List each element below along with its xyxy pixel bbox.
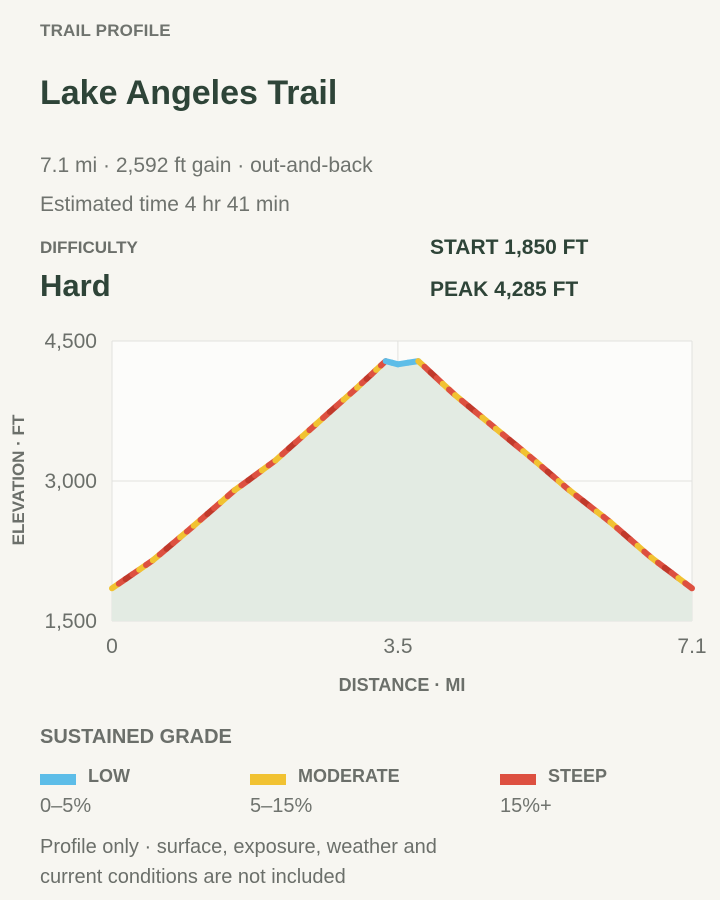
legend-range-moderate: 5–15%: [250, 795, 313, 817]
x-tick-label-1: 3.5: [383, 635, 412, 658]
legend-swatch-low: [40, 774, 76, 785]
y-tick-label-1: 3,000: [44, 470, 97, 493]
legend-item-moderate: MODERATE 5–15%: [250, 766, 470, 826]
profile-segment: [682, 580, 695, 592]
legend-swatch-steep: [500, 774, 536, 785]
y-tick-label-0: 1,500: [44, 610, 97, 633]
legend-range-steep: 15%+: [500, 795, 552, 817]
legend-title: SUSTAINED GRADE: [40, 726, 232, 748]
legend-swatch-moderate: [250, 774, 286, 785]
legend-range-low: 0–5%: [40, 795, 92, 817]
start-elevation: START 1,850 FT: [430, 236, 589, 259]
x-axis-title: DISTANCE · MI: [339, 675, 466, 695]
trail-meta: 7.1 mi · 2,592 ft gain · out-and-back: [40, 154, 373, 177]
page-title: Lake Angeles Trail: [40, 74, 338, 112]
difficulty-label: DIFFICULTY: [40, 238, 138, 257]
y-axis-title: ELEVATION · FT: [9, 414, 28, 545]
x-tick-label-2: 7.1: [677, 635, 706, 658]
legend-name-steep: STEEP: [548, 766, 608, 786]
legend-name-moderate: MODERATE: [298, 766, 400, 786]
footnote: Profile only · surface, exposure, weathe…: [40, 836, 437, 888]
elevation-chart: 1,500 3,000 4,500 0 3.5 7.1 ELEVATION · FT DI…: [9, 330, 707, 695]
legend-item-low: LOW 0–5%: [40, 766, 260, 826]
difficulty-value: Hard: [40, 268, 111, 303]
legend-item-steep: STEEP 15%+: [500, 766, 720, 826]
elevation-area: [112, 361, 692, 621]
x-tick-label-0: 0: [106, 635, 118, 658]
peak-elevation: PEAK 4,285 FT: [430, 278, 579, 301]
estimated-time: Estimated time 4 hr 41 min: [40, 193, 290, 216]
legend-name-low: LOW: [88, 766, 130, 786]
eyebrow: TRAIL PROFILE: [40, 21, 171, 40]
y-tick-label-2: 4,500: [44, 330, 97, 353]
